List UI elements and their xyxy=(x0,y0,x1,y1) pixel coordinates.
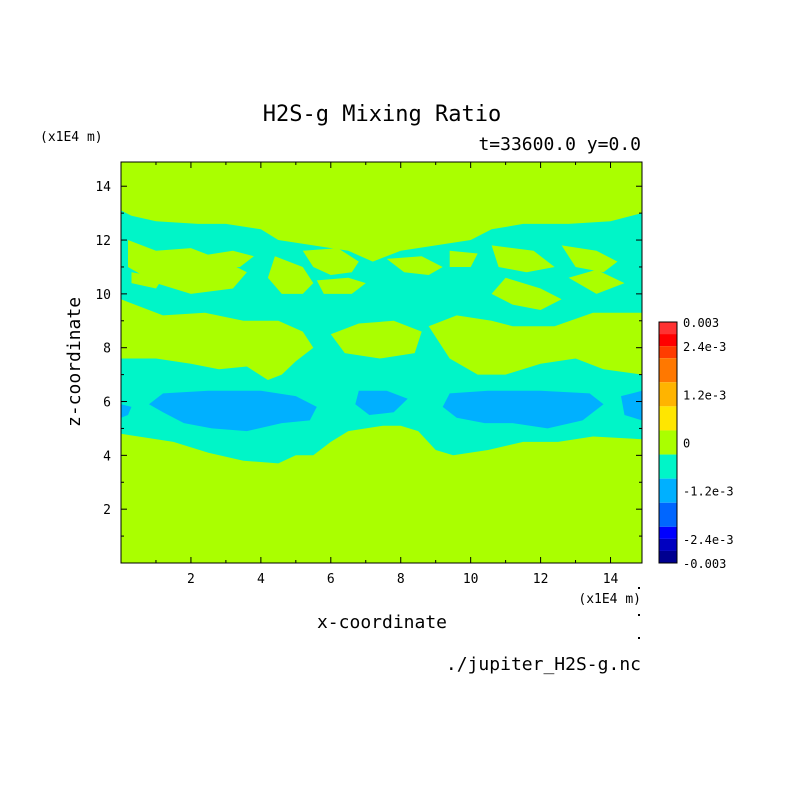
x-unit-label: (x1E4 m) xyxy=(578,592,641,607)
contour-region-10 xyxy=(121,299,314,380)
colorbar-band-7 xyxy=(659,454,677,479)
y-tick-label: 12 xyxy=(95,234,111,249)
y-tick-label: 2 xyxy=(103,503,111,518)
chart-subtitle: t=33600.0 y=0.0 xyxy=(478,134,641,155)
y-unit-label: (x1E4 m) xyxy=(40,130,103,145)
plot-frame xyxy=(120,161,643,564)
colorbar-label: 2.4e-3 xyxy=(683,340,726,354)
colorbar-band-0 xyxy=(659,322,677,335)
colorbar-label: -1.2e-3 xyxy=(683,485,734,499)
contour-region-14 xyxy=(428,312,642,375)
y-tick-label: 8 xyxy=(103,342,111,357)
x-tick-label: 8 xyxy=(397,572,405,587)
colorbar-label: 1.2e-3 xyxy=(683,388,726,402)
colorbar-band-1 xyxy=(659,334,677,347)
colorbar-band-3 xyxy=(659,358,677,383)
colorbar-label: 0.003 xyxy=(683,316,719,330)
contour-plot-area xyxy=(120,161,643,564)
y-axis: 2 4 6 8 10 12 14 xyxy=(95,180,642,537)
contour-region-18 xyxy=(355,390,408,415)
contour-region-16 xyxy=(554,331,618,348)
contour-region-11 xyxy=(131,272,163,289)
colorbar-band-6 xyxy=(659,430,677,455)
colorbar-band-12 xyxy=(659,550,677,563)
colorbar-frame xyxy=(658,321,678,564)
y-tick-label: 14 xyxy=(95,180,111,195)
x-tick-label: 14 xyxy=(603,572,619,587)
y-tick-label: 6 xyxy=(103,396,111,411)
contour-region-6 xyxy=(449,250,478,267)
contour-region-4 xyxy=(302,248,359,275)
x-tick-label: 6 xyxy=(327,572,335,587)
contour-region-2 xyxy=(197,250,254,267)
y-tick-label: 4 xyxy=(103,449,111,464)
contour-region-7 xyxy=(491,245,555,273)
contour-region-9 xyxy=(561,245,618,273)
contour-regions xyxy=(121,210,642,464)
contour-region-15 xyxy=(568,269,625,294)
contour-region-19 xyxy=(442,390,604,429)
colorbar-band-10 xyxy=(659,526,677,539)
x-axis: 2 4 6 8 10 12 14 xyxy=(155,162,619,587)
x-tick-label: 12 xyxy=(533,572,549,587)
contour-region-8 xyxy=(491,277,562,310)
chart-title: H2S-g Mixing Ratio xyxy=(263,102,501,127)
contour-region-3 xyxy=(267,256,314,294)
x-axis-label: x-coordinate xyxy=(317,612,447,633)
colorbar-band-5 xyxy=(659,406,677,431)
y-tick-label: 10 xyxy=(95,288,111,303)
contour-region-12 xyxy=(316,277,366,294)
contour-region-5 xyxy=(386,256,443,275)
colorbar-band-4 xyxy=(659,382,677,407)
colorbar-band-8 xyxy=(659,478,677,503)
contour-region-13 xyxy=(330,320,422,359)
colorbar-label: -0.003 xyxy=(683,557,726,571)
colorbar-label: -2.4e-3 xyxy=(683,533,734,547)
x-tick-label: 10 xyxy=(463,572,479,587)
colorbar-band-2 xyxy=(659,346,677,359)
source-file-label: ./jupiter_H2S-g.nc xyxy=(446,654,641,675)
contour-region-17 xyxy=(149,390,317,432)
contour-region-21 xyxy=(121,404,132,418)
y-axis-label: z-coordinate xyxy=(64,297,85,427)
x-tick-label: 4 xyxy=(257,572,265,587)
decorative-dots xyxy=(638,587,640,639)
colorbar: 0.003 2.4e-3 1.2e-3 0 -1.2e-3 -2.4e-3 -0.003 xyxy=(658,316,734,571)
contour-region-20 xyxy=(621,390,642,421)
colorbar-band-11 xyxy=(659,538,677,551)
x-tick-label: 2 xyxy=(187,572,195,587)
colorbar-band-9 xyxy=(659,502,677,527)
colorbar-label: 0 xyxy=(683,437,690,451)
